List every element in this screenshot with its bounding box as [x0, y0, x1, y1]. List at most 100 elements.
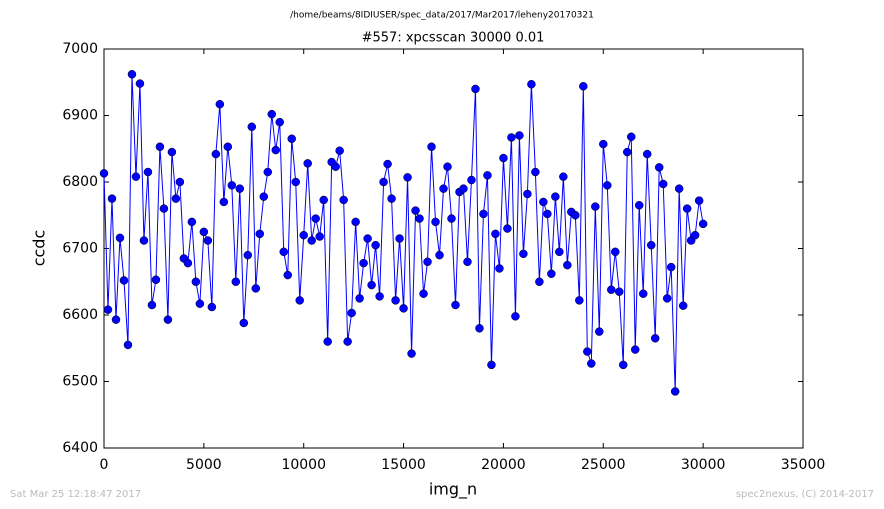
data-point: [383, 159, 392, 169]
data-point: [199, 227, 209, 237]
chart-title: #557: xpcsscan 30000 0.01: [362, 31, 545, 46]
chart-suptitle: /home/beams/8IDIUSER/spec_data/2017/Mar2…: [290, 11, 594, 21]
data-point: [131, 172, 141, 181]
data-point: [351, 217, 360, 227]
data-point: [367, 280, 376, 290]
data-point: [331, 162, 340, 171]
data-point: [243, 250, 253, 260]
data-point: [623, 147, 632, 157]
data-point: [387, 194, 396, 203]
data-point: [287, 134, 296, 144]
y-axis-label: ccdc: [30, 230, 49, 267]
data-point: [307, 236, 316, 245]
data-point: [431, 217, 440, 227]
data-point: [603, 181, 612, 190]
data-point: [595, 327, 604, 336]
data-point: [195, 299, 205, 308]
data-point: [443, 162, 452, 171]
data-point: [599, 139, 608, 149]
data-point: [503, 224, 512, 233]
data-point: [339, 195, 348, 205]
data-point: [391, 296, 400, 305]
data-point: [650, 334, 660, 343]
data-point: [283, 270, 292, 280]
data-point: [255, 229, 265, 239]
data-point: [666, 262, 676, 272]
data-point: [658, 179, 668, 189]
x-tick-label: 5000: [186, 457, 222, 473]
data-point: [619, 360, 628, 370]
data-point: [147, 300, 157, 310]
data-point: [435, 250, 444, 260]
footer-left: Sat Mar 25 12:18:47 2017: [10, 489, 141, 500]
data-point: [662, 294, 672, 303]
data-point: [571, 211, 580, 220]
data-point: [654, 163, 664, 172]
data-point: [363, 234, 372, 243]
data-point: [347, 308, 356, 318]
data-point: [359, 258, 368, 268]
data-point: [139, 236, 149, 245]
data-point: [638, 289, 648, 298]
data-point: [575, 296, 584, 305]
x-tick-label: 0: [100, 457, 109, 473]
data-point: [515, 131, 524, 140]
data-point: [555, 247, 564, 257]
x-tick-label: 15000: [381, 457, 426, 473]
data-point: [251, 284, 261, 293]
data-point: [323, 337, 332, 346]
data-point: [670, 387, 680, 396]
data-point: [519, 249, 528, 259]
data-point: [159, 204, 169, 213]
data-point: [463, 257, 472, 267]
data-point: [155, 142, 165, 152]
data-point: [151, 275, 161, 285]
data-point: [115, 233, 125, 243]
data-point: [611, 247, 620, 257]
data-point: [163, 315, 173, 324]
data-point: [547, 269, 556, 279]
data-point: [119, 276, 129, 285]
data-point: [343, 337, 352, 346]
data-point: [183, 258, 193, 268]
data-point: [630, 345, 640, 354]
data-point: [227, 181, 237, 190]
data-point: [291, 177, 300, 187]
data-point: [447, 214, 456, 223]
data-point: [535, 277, 544, 286]
data-point: [674, 184, 684, 193]
data-point: [491, 229, 500, 239]
data-point: [615, 287, 624, 296]
y-tick-label: 6900: [62, 108, 98, 124]
data-point: [439, 184, 448, 193]
data-point: [171, 194, 181, 203]
data-point: [411, 206, 420, 215]
y-tick-label: 7000: [62, 41, 98, 57]
data-point: [531, 167, 540, 177]
data-point: [239, 318, 249, 328]
data-point: [259, 192, 269, 201]
x-tick-label: 25000: [581, 457, 626, 473]
data-point: [415, 214, 424, 223]
data-point: [143, 167, 153, 177]
data-point: [487, 360, 496, 370]
x-axis-label: img_n: [429, 480, 477, 500]
data-point: [551, 192, 560, 201]
y-tick-label: 6600: [62, 307, 98, 323]
data-point: [223, 142, 233, 152]
data-point: [267, 109, 277, 119]
data-point: [371, 240, 380, 250]
data-point: [495, 264, 504, 273]
data-point: [479, 209, 488, 219]
data-point: [419, 289, 428, 298]
data-point: [694, 196, 704, 205]
data-point: [559, 172, 568, 181]
plot-frame: [103, 48, 804, 449]
data-point: [423, 257, 432, 267]
data-point: [263, 167, 273, 177]
data-point: [527, 79, 536, 89]
data-point: [279, 247, 288, 257]
data-point: [451, 300, 460, 310]
data-point: [231, 277, 241, 286]
data-point: [99, 169, 109, 178]
